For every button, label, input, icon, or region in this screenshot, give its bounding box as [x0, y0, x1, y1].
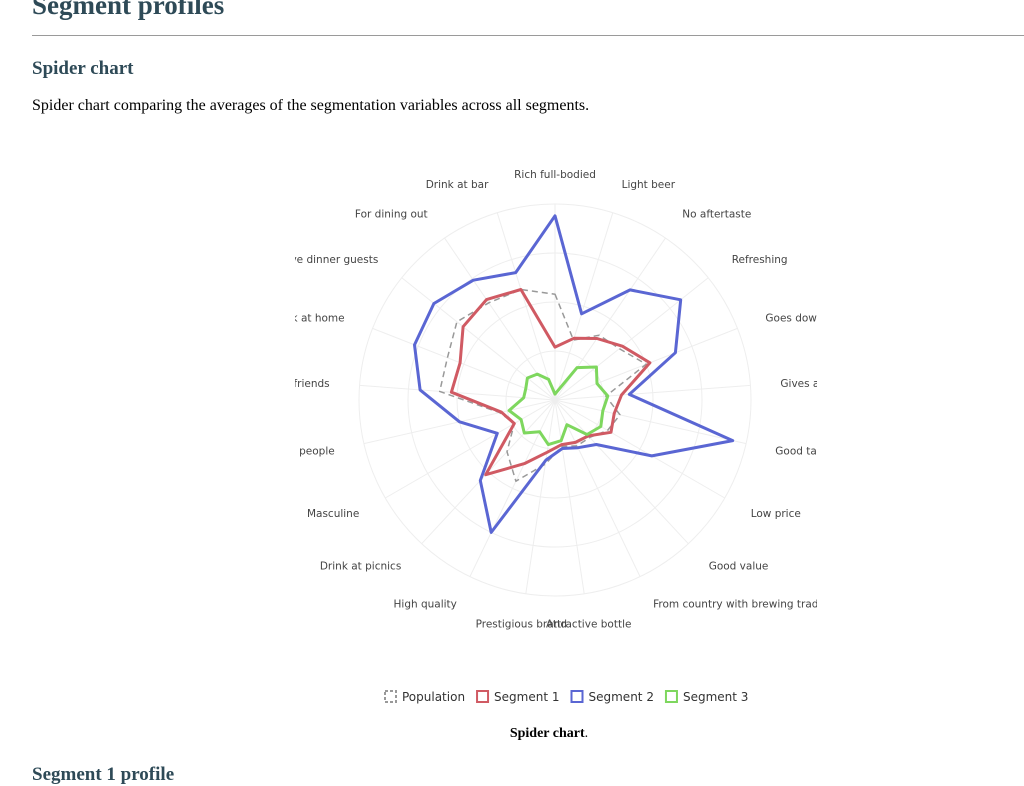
chart-grid: [358, 203, 752, 597]
legend-swatch[interactable]: [664, 690, 678, 703]
chart-series: [413, 214, 735, 534]
legend-label[interactable]: Segment 2: [589, 690, 654, 704]
legend-swatch[interactable]: [384, 690, 397, 703]
grid-spoke: [554, 399, 725, 499]
section-description: Spider chart comparing the averages of t…: [32, 97, 590, 114]
category-label: For dining out: [355, 208, 428, 220]
caption-rest: .: [584, 726, 589, 741]
segment-1-profile-heading: Segment 1 profile: [32, 764, 175, 785]
category-label: Good taste: [775, 445, 830, 457]
category-label: Refreshing: [732, 254, 788, 266]
category-label: To serve dinner guests: [280, 254, 378, 266]
category-label: No aftertaste: [682, 208, 751, 220]
grid-spoke: [401, 277, 556, 401]
grid-spoke: [385, 399, 556, 499]
section-heading: Spider chart: [32, 58, 134, 79]
category-label: Drink at home: [280, 312, 345, 324]
category-label: Low price: [751, 508, 801, 520]
legend-label[interactable]: Population: [402, 690, 465, 704]
grid-spoke: [554, 212, 614, 401]
series-segment-2[interactable]: [413, 214, 735, 534]
category-label: Drink with friends: [280, 378, 330, 390]
category-label: Gives a buzz: [780, 378, 830, 390]
grid-spoke: [372, 327, 556, 401]
category-label: Prestigious brand: [476, 619, 567, 631]
category-label: High quality: [394, 599, 457, 611]
grid-spoke: [554, 399, 747, 445]
category-label: Rich full-bodied: [514, 169, 596, 181]
grid-spoke: [554, 399, 641, 577]
category-label: Appeals to young people: [280, 445, 335, 457]
series-segment-3[interactable]: [507, 365, 610, 447]
figure-caption: Spider chart.: [0, 726, 1024, 742]
category-label: Attractive bottle: [546, 619, 632, 631]
series-segment-1[interactable]: [449, 288, 652, 477]
grid-spoke: [525, 399, 556, 594]
legend-swatch[interactable]: [570, 690, 584, 703]
page-title: Segment profiles: [32, 0, 225, 20]
category-label: Drink at bar: [426, 179, 489, 191]
category-label: Light beer: [622, 179, 676, 191]
grid-spoke: [554, 277, 709, 401]
category-label: Goes down easy: [765, 312, 830, 324]
caption-bold: Spider chart: [509, 726, 585, 741]
category-label: Masculine: [307, 508, 359, 520]
grid-spoke: [469, 399, 556, 577]
legend-label[interactable]: Segment 3: [683, 690, 748, 704]
title-divider: [32, 35, 1024, 36]
spider-chart[interactable]: Rich full-bodied Light beer No aftertaste R…: [280, 150, 830, 720]
legend-label[interactable]: Segment 1: [494, 690, 559, 704]
category-label: From country with brewing tradition: [653, 599, 830, 611]
grid-spoke: [554, 384, 751, 401]
legend-swatch[interactable]: [476, 690, 490, 703]
chart-legend[interactable]: Population Segment 1 Segment 2 Segment 3: [384, 690, 748, 704]
grid-spoke: [496, 212, 556, 401]
grid-spoke: [554, 399, 689, 545]
series-population[interactable]: [438, 288, 647, 482]
grid-spoke: [554, 399, 585, 594]
category-labels: Rich full-bodied Light beer No aftertaste R…: [280, 169, 830, 631]
category-label: Drink at picnics: [320, 561, 401, 573]
category-label: Good value: [709, 561, 769, 573]
